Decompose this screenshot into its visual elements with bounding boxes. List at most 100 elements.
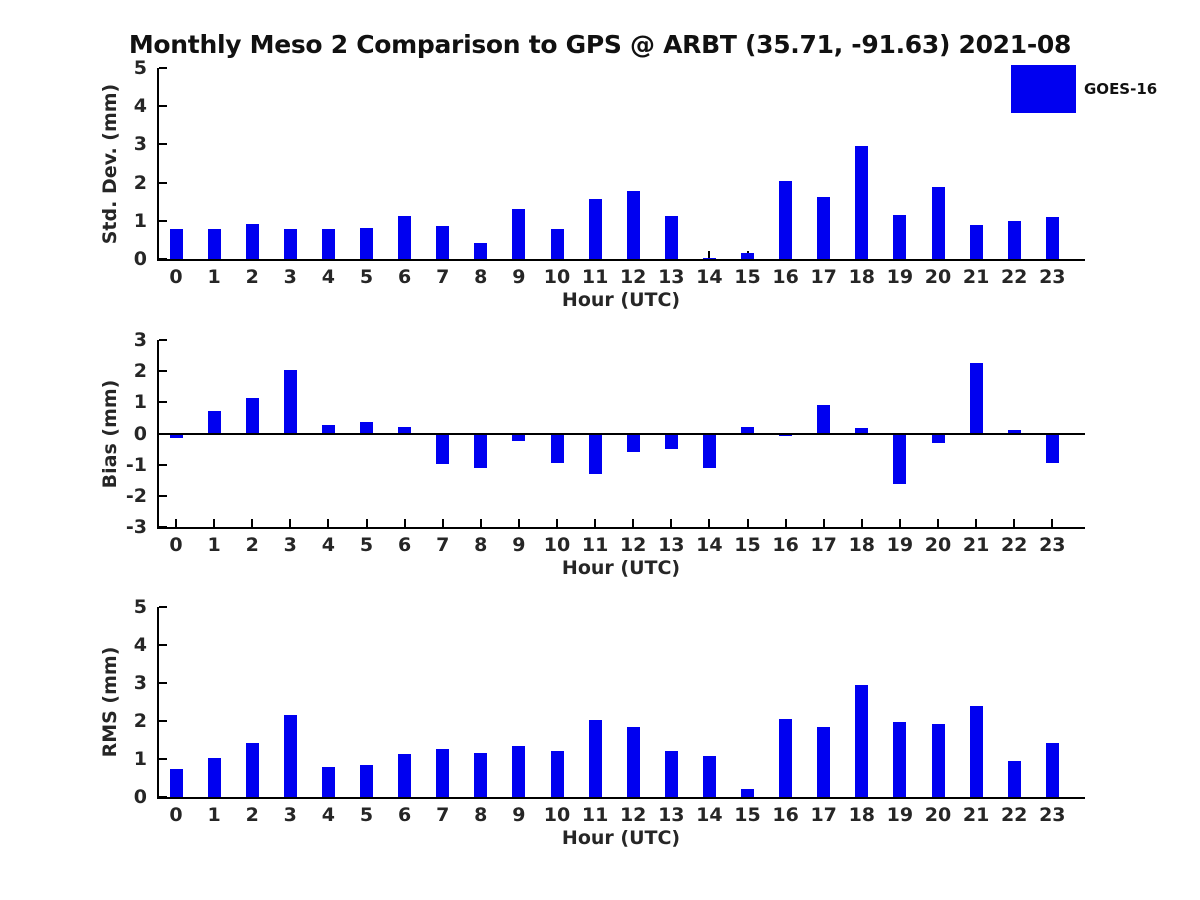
panel-std-dev-x-tick-label: 4 (321, 266, 335, 288)
panel-bias-x-tick (746, 519, 749, 527)
panel-bias-bar (398, 427, 412, 434)
panel-rms-bar (855, 685, 869, 797)
panel-rms-y-tick (159, 682, 167, 684)
panel-std-dev-x-tick-label: 3 (283, 266, 297, 288)
panel-bias-y-tick-label: 0 (133, 422, 147, 445)
panel-bias-y-tick (159, 463, 167, 466)
panel-std-dev-x-tick-label: 2 (245, 266, 259, 288)
panel-bias-x-tick-label: 18 (848, 534, 876, 556)
legend-label: GOES-16 (1084, 80, 1158, 98)
panel-bias-y-tick (159, 401, 167, 404)
panel-bias-x-axis-spine (157, 527, 1085, 529)
panel-bias-x-tick (632, 519, 635, 527)
panel-rms-bar (626, 726, 640, 797)
panel-rms-bar (969, 706, 983, 797)
panel-bias-y-tick-label: -3 (125, 516, 147, 538)
panel-std-dev-y-tick-label: 3 (133, 133, 147, 156)
panel-bias-x-tick-label: 16 (772, 534, 799, 556)
panel-bias-y-tick (159, 370, 167, 373)
panel-bias-bar (245, 398, 259, 434)
panel-rms-y-axis-spine (157, 607, 159, 799)
panel-bias-bar (512, 434, 526, 442)
panel-bias-bar (283, 370, 297, 434)
panel-std-dev-x-axis-label: Hour (UTC) (561, 289, 681, 311)
panel-std-dev-x-tick-label: 9 (512, 266, 526, 288)
panel-bias-bar (360, 421, 373, 434)
panel-rms-x-tick-label: 10 (543, 804, 571, 826)
panel-bias-bar (817, 404, 831, 434)
panel-rms-bar (893, 721, 907, 797)
panel-rms-bar (512, 746, 526, 797)
panel-rms-x-tick-label: 14 (696, 804, 723, 826)
panel-std-dev-y-tick (159, 219, 167, 222)
panel-std-dev-x-tick-label: 14 (696, 266, 723, 288)
panel-std-dev-bar (436, 225, 450, 259)
panel-rms-y-tick-label: 4 (133, 634, 147, 656)
panel-bias-x-tick (403, 519, 406, 527)
panel-std-dev-bar (169, 229, 183, 259)
panel-bias-x-tick (1051, 519, 1054, 527)
panel-bias-x-tick-label: 15 (734, 534, 761, 556)
panel-bias-zero-line (157, 432, 1085, 435)
panel-rms-x-tick-label: 17 (810, 804, 837, 826)
panel-bias-y-tick-label: 3 (133, 329, 147, 351)
panel-std-dev-y-axis-label: Std. Dev. (mm) (99, 83, 121, 244)
panel-std-dev-x-tick-label: 0 (169, 266, 183, 288)
panel-std-dev-x-tick-label: 13 (658, 266, 685, 288)
panel-bias-x-tick (289, 519, 292, 527)
panel-bias-x-tick (975, 519, 978, 527)
panel-bias-y-tick-label: 2 (133, 360, 147, 383)
panel-bias-x-tick-label: 14 (696, 534, 723, 556)
panel-bias-bar (855, 428, 869, 434)
panel-rms-y-axis-label: RMS (mm) (99, 646, 121, 758)
panel-bias-x-tick (441, 519, 444, 527)
panel-std-dev-y-tick (159, 181, 167, 184)
panel-bias-x-tick-label: 19 (886, 534, 914, 556)
panel-std-dev-x-tick-label: 18 (848, 266, 876, 288)
panel-rms-bar (474, 752, 488, 797)
panel-bias-y-tick-label: -1 (125, 453, 147, 476)
panel-rms-x-tick-label: 8 (474, 804, 488, 826)
legend: GOES-16 (1011, 65, 1181, 114)
panel-rms-y-tick (159, 606, 167, 608)
panel-std-dev-bar (664, 216, 678, 259)
panel-rms-x-tick-label: 21 (962, 804, 990, 826)
panel-bias-x-axis-label: Hour (UTC) (561, 557, 681, 579)
panel-rms-y-tick (159, 796, 167, 798)
panel-bias-x-tick (670, 519, 673, 527)
panel-bias-bar (436, 434, 450, 465)
panel-bias-x-tick-label: 21 (962, 534, 990, 556)
panel-rms-x-tick-label: 23 (1039, 804, 1066, 826)
panel-std-dev-x-tick-label: 10 (543, 266, 571, 288)
panel-std-dev-y-tick (159, 105, 167, 108)
panel-bias-bar (207, 410, 221, 434)
panel-std-dev-y-tick-label: 4 (133, 95, 147, 118)
panel-std-dev-x-tick-label: 16 (772, 266, 799, 288)
panel-std-dev-y-tick-label: 1 (133, 209, 147, 232)
panel-bias-bar (321, 425, 335, 434)
panel-rms-bar (817, 727, 831, 797)
panel-rms-bar (245, 743, 259, 797)
panel-rms-x-tick-label: 9 (512, 804, 526, 826)
panel-std-dev-bar (550, 229, 564, 259)
panel-bias-y-tick (159, 339, 167, 341)
panel-rms-x-axis-spine (157, 797, 1085, 799)
panel-rms-x-tick-label: 22 (1000, 804, 1028, 826)
panel-bias-x-tick-label: 7 (436, 534, 450, 556)
panel-rms-y-tick-label: 0 (133, 786, 147, 808)
panel-std-dev-bar (931, 186, 945, 259)
panel-rms-x-tick-label: 13 (658, 804, 685, 826)
panel-bias-bar (1007, 430, 1021, 434)
legend-swatch-goes16 (1011, 65, 1076, 113)
panel-std-dev-bar (207, 229, 221, 259)
panel-std-dev-bar (1007, 221, 1021, 259)
panel-bias-x-tick (784, 519, 787, 527)
panel-std-dev-bar (474, 242, 488, 259)
panel-bias-bar (169, 434, 183, 439)
panel-bias-x-tick (822, 519, 825, 527)
panel-std-dev-y-tick (159, 67, 167, 69)
panel-bias-x-tick (479, 519, 482, 527)
panel-std-dev-bar (588, 199, 602, 259)
panel-std-dev-x-tick-label: 23 (1039, 266, 1066, 288)
panel-bias-y-tick (159, 526, 167, 528)
